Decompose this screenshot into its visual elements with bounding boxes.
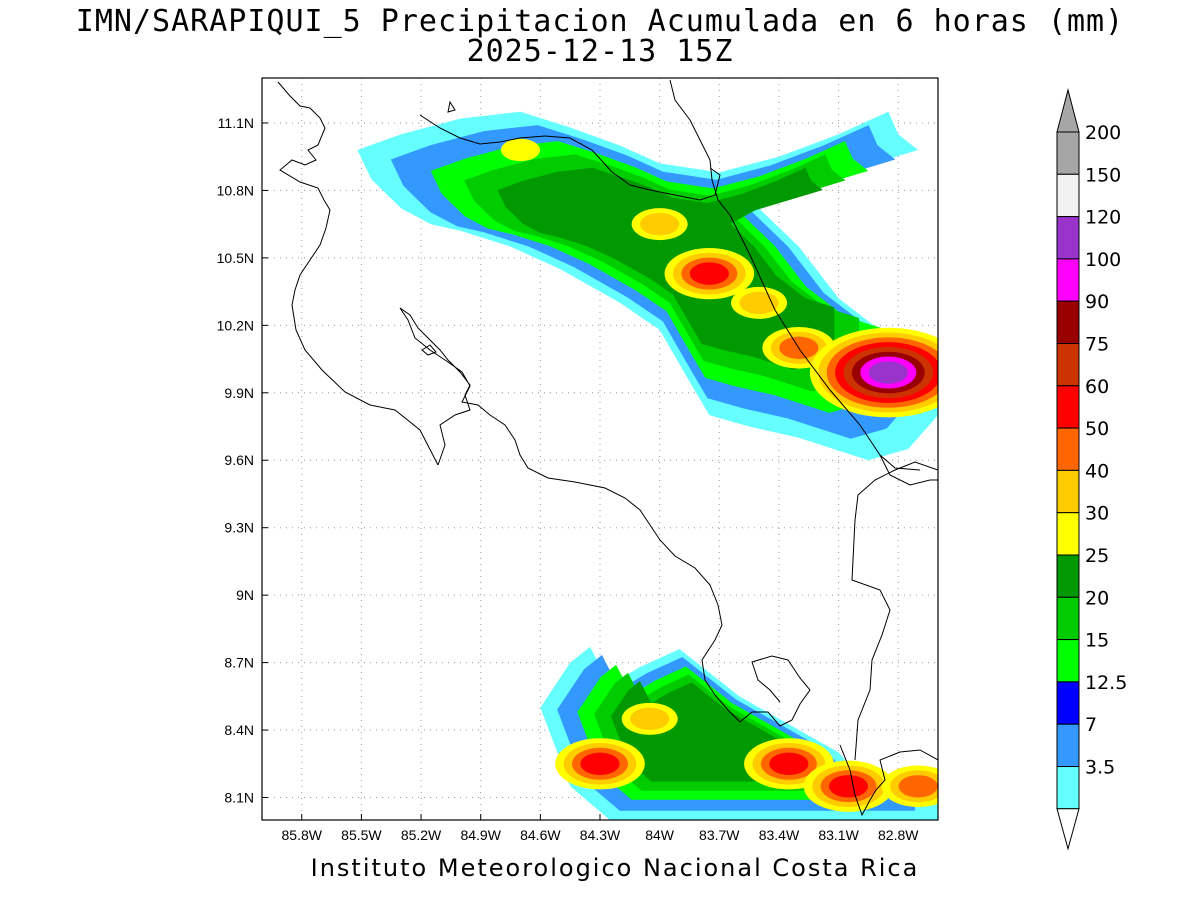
colorbar-swatch [1056,427,1080,471]
lon-tick-label: 83.7W [699,827,740,843]
colorbar-swatch [1056,681,1080,725]
panama-border [879,454,938,486]
precipitation-field [357,111,938,820]
colorbar-label: 60 [1085,376,1109,398]
colorbar-label: 20 [1085,587,1109,609]
precip-core-60 [580,752,620,775]
gulf-nicoya-island [421,344,437,356]
colorbar-swatch [1056,766,1080,810]
lat-tick-label: 8.7N [224,655,254,671]
lon-tick-label: 83.1W [818,827,859,843]
precip-core-40 [630,707,670,731]
colorbar-label: 100 [1085,249,1121,271]
colorbar-label: 50 [1085,418,1109,440]
colorbar-swatch [1056,300,1080,345]
coastline-borders [277,79,938,817]
precip-core-120 [868,361,908,384]
precip-core-60 [689,262,729,285]
osa-peninsula [739,655,811,727]
colorbar-label: 40 [1085,460,1109,482]
burica-peninsula [839,744,938,817]
lon-tick-label: 85.8W [282,827,323,843]
colorbar-swatch [1056,173,1080,218]
colorbar-swatch [1056,723,1080,768]
lon-tick-label: 84.9W [460,827,501,843]
colorbar-swatch [1056,343,1080,387]
longitude-tick-labels: 85.8W 85.5W 85.2W 84.9W 84.6W 84.3W 84W 83.7W 83… [282,827,920,843]
caribbean-coast [669,79,921,471]
lat-tick-label: 10.5N [217,250,254,266]
precip-core-50 [898,775,938,798]
footer-institution: Instituto Meteorologico Nacional Costa R… [310,854,920,882]
costa-rica-north-border [419,114,721,201]
colorbar-label: 120 [1085,207,1121,229]
nicoya-peninsula [399,307,741,723]
colorbar-label: 200 [1085,122,1121,144]
colorbar-under-arrow [1056,808,1080,851]
colorbar-swatch [1056,216,1080,260]
lat-tick-label: 11.1N [218,115,254,131]
precip-core-60 [828,775,869,798]
colorbar-legend: 200 150 120 100 90 75 60 50 40 30 25 20 15 12.5 7 3.5 [1056,88,1127,851]
lat-tick-label: 9.6N [224,452,254,468]
lat-tick-label: 9.3N [224,520,254,536]
precip-core-40 [739,291,779,315]
nicaragua-coast [277,81,439,466]
lat-tick-label: 9N [236,587,254,603]
lon-tick-label: 82.8W [878,827,919,843]
colorbar-swatch [1056,596,1080,641]
precip-core-40 [640,212,680,236]
lon-tick-label: 85.2W [401,827,442,843]
colorbar-swatch [1056,639,1080,683]
colorbar-label: 150 [1085,164,1121,186]
chart-subtitle-datetime: 2025-12-13 15Z [466,34,734,69]
map-frame [261,77,939,821]
colorbar-label: 90 [1085,291,1109,313]
colorbar-label: 30 [1085,503,1109,525]
colorbar-swatch [1056,258,1080,302]
colorbar-over-arrow [1056,88,1080,133]
precip-core-30 [500,138,541,162]
latitude-tick-labels: 11.1N 10.8N 10.5N 10.2N 9.9N 9.6N 9.3N 9N 8.7N 8.… [217,115,254,806]
colorbar-label: 12.5 [1085,672,1127,694]
colorbar-swatch [1056,385,1080,429]
colorbar-label: 75 [1085,334,1109,356]
lon-tick-label: 84.3W [580,827,621,843]
colorbar-swatch [1056,554,1080,598]
colorbar-label: 7 [1085,714,1097,736]
colorbar-swatch [1056,512,1080,556]
lon-tick-label: 83.4W [759,827,800,843]
lon-tick-label: 84W [645,827,675,843]
colorbar-label: 15 [1085,630,1109,652]
panama-coast-west [851,461,938,761]
lat-tick-label: 10.8N [217,182,254,198]
colorbar-swatch [1056,131,1080,175]
lake-island [447,100,456,113]
precip-core-60 [769,752,809,775]
lon-tick-label: 85.5W [341,827,382,843]
chart-title: IMN/SARAPIQUI_5 Precipitacion Acumulada … [75,4,1125,39]
colorbar-label: 3.5 [1085,757,1115,779]
lat-tick-label: 8.1N [224,790,254,806]
lat-tick-label: 10.2N [217,317,254,333]
colorbar-swatch [1056,469,1080,514]
colorbar-label: 25 [1085,545,1109,567]
lon-tick-label: 84.6W [520,827,561,843]
lat-tick-label: 9.9N [224,385,254,401]
lat-tick-label: 8.4N [224,722,254,738]
